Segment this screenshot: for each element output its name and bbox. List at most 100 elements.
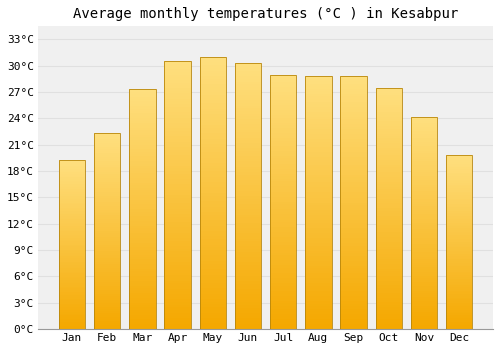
Bar — [305, 122, 332, 124]
Bar — [376, 305, 402, 307]
Bar — [376, 271, 402, 273]
Bar — [411, 202, 437, 204]
Bar — [235, 90, 261, 92]
Bar — [305, 147, 332, 149]
Bar — [411, 229, 437, 231]
Bar — [164, 142, 191, 144]
Bar — [376, 138, 402, 141]
Bar — [376, 179, 402, 182]
Bar — [59, 199, 85, 201]
Bar — [446, 275, 472, 277]
Bar — [411, 214, 437, 216]
Bar — [446, 251, 472, 252]
Bar — [94, 210, 120, 211]
Bar — [446, 200, 472, 202]
Bar — [129, 262, 156, 264]
Bar — [340, 193, 367, 195]
Bar — [376, 141, 402, 143]
Bar — [340, 203, 367, 205]
Bar — [411, 291, 437, 293]
Bar — [376, 264, 402, 266]
Bar — [200, 79, 226, 82]
Bar — [94, 176, 120, 178]
Bar — [200, 65, 226, 68]
Bar — [305, 145, 332, 147]
Bar — [305, 190, 332, 192]
Bar — [94, 247, 120, 249]
Bar — [270, 240, 296, 243]
Bar — [200, 326, 226, 329]
Bar — [376, 126, 402, 129]
Bar — [305, 127, 332, 129]
Bar — [200, 152, 226, 155]
Bar — [129, 108, 156, 111]
Bar — [59, 172, 85, 174]
Bar — [164, 64, 191, 67]
Bar — [164, 219, 191, 222]
Bar — [164, 289, 191, 292]
Bar — [94, 268, 120, 270]
Bar — [446, 324, 472, 326]
Bar — [164, 300, 191, 302]
Bar — [129, 245, 156, 247]
Bar — [376, 261, 402, 264]
Bar — [129, 317, 156, 319]
Bar — [376, 237, 402, 240]
Bar — [411, 170, 437, 172]
Bar — [129, 90, 156, 329]
Bar — [270, 163, 296, 166]
Bar — [411, 117, 437, 119]
Bar — [270, 120, 296, 123]
Bar — [94, 217, 120, 219]
Bar — [235, 156, 261, 159]
Bar — [200, 198, 226, 201]
Bar — [200, 228, 226, 231]
Bar — [164, 88, 191, 91]
Bar — [376, 240, 402, 242]
Bar — [94, 317, 120, 319]
Bar — [376, 95, 402, 97]
Bar — [305, 76, 332, 329]
Bar — [411, 130, 437, 132]
Bar — [270, 243, 296, 245]
Bar — [94, 139, 120, 141]
Bar — [446, 185, 472, 187]
Bar — [305, 268, 332, 271]
Bar — [200, 304, 226, 307]
Bar — [94, 253, 120, 254]
Bar — [305, 286, 332, 288]
Bar — [164, 198, 191, 201]
Bar — [411, 197, 437, 199]
Bar — [164, 214, 191, 217]
Bar — [340, 268, 367, 271]
Bar — [59, 201, 85, 203]
Bar — [340, 294, 367, 296]
Bar — [235, 111, 261, 114]
Bar — [446, 214, 472, 216]
Bar — [94, 325, 120, 327]
Bar — [200, 155, 226, 158]
Bar — [411, 210, 437, 212]
Bar — [235, 209, 261, 212]
Bar — [235, 206, 261, 209]
Bar — [59, 208, 85, 209]
Bar — [305, 291, 332, 294]
Bar — [270, 319, 296, 321]
Bar — [129, 300, 156, 302]
Bar — [376, 228, 402, 230]
Bar — [340, 223, 367, 225]
Bar — [446, 155, 472, 157]
Bar — [129, 247, 156, 250]
Bar — [340, 314, 367, 316]
Bar — [235, 116, 261, 119]
Bar — [200, 114, 226, 117]
Bar — [376, 199, 402, 201]
Bar — [340, 99, 367, 102]
Bar — [340, 306, 367, 309]
Bar — [235, 177, 261, 180]
Bar — [411, 318, 437, 320]
Bar — [340, 296, 367, 299]
Bar — [305, 301, 332, 304]
Bar — [59, 319, 85, 321]
Bar — [411, 157, 437, 159]
